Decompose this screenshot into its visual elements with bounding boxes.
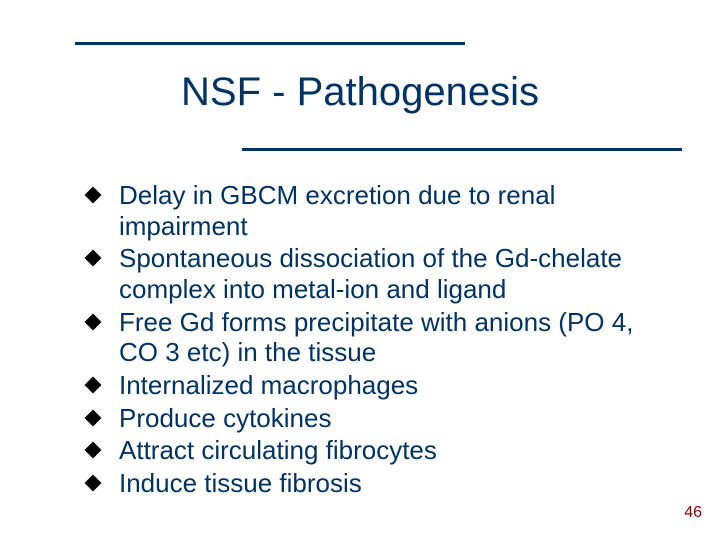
list-item: Produce cytokines (85, 403, 645, 434)
slide: NSF - Pathogenesis Delay in GBCM excreti… (0, 0, 720, 540)
bullet-icon (85, 187, 102, 204)
bullet-list: Delay in GBCM excretion due to renal imp… (85, 180, 645, 501)
bullet-text: Free Gd forms precipitate with anions (P… (119, 307, 633, 368)
list-item: Induce tissue fibrosis (85, 468, 645, 499)
list-item: Delay in GBCM excretion due to renal imp… (85, 180, 645, 241)
bullet-text: Induce tissue fibrosis (119, 468, 362, 498)
bullet-icon (85, 475, 102, 492)
divider-top (75, 42, 465, 45)
bullet-icon (85, 313, 102, 330)
list-item: Spontaneous dissociation of the Gd-chela… (85, 243, 645, 304)
bullet-icon (85, 377, 102, 394)
bullet-text: Delay in GBCM excretion due to renal imp… (119, 180, 555, 241)
bullet-icon (85, 409, 102, 426)
bullet-icon (85, 442, 102, 459)
bullet-text: Produce cytokines (119, 403, 331, 433)
page-number: 46 (684, 504, 702, 522)
list-item: Free Gd forms precipitate with anions (P… (85, 307, 645, 368)
bullet-text: Spontaneous dissociation of the Gd-chela… (119, 243, 622, 304)
divider-mid (242, 148, 682, 151)
bullet-icon (85, 250, 102, 267)
slide-title: NSF - Pathogenesis (0, 70, 720, 115)
list-item: Attract circulating fibrocytes (85, 435, 645, 466)
bullet-text: Internalized macrophages (119, 370, 418, 400)
list-item: Internalized macrophages (85, 370, 645, 401)
bullet-text: Attract circulating fibrocytes (119, 435, 437, 465)
